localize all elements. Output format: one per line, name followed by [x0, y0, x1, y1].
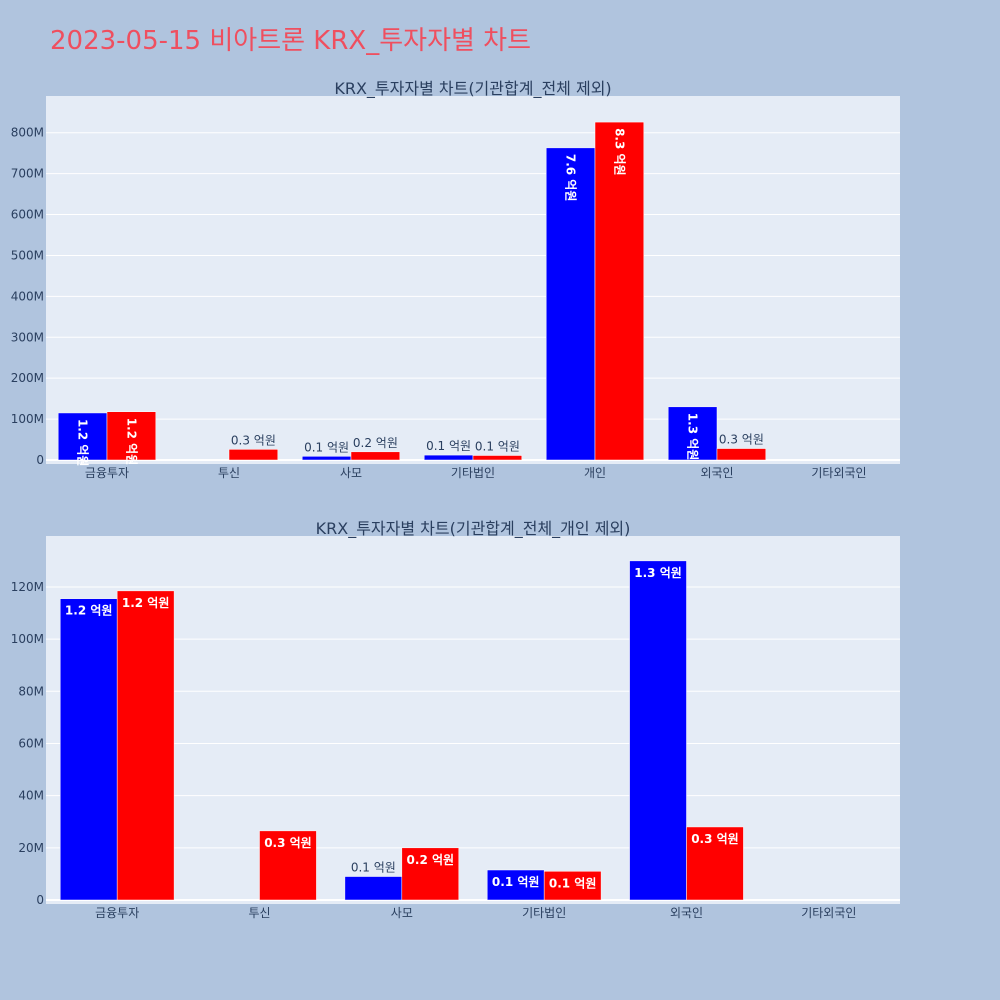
- bar-label: 8.3 억원: [612, 128, 626, 176]
- bar: [472, 455, 523, 461]
- x-tick-label: 기타법인: [451, 466, 495, 480]
- y-tick-label: 100M: [11, 632, 44, 646]
- chart-1: KRX_투자자별 차트(기관합계_전체 제외) 0 100M 200M 300M 400M…: [11, 79, 900, 480]
- bar: [401, 847, 460, 901]
- bar: [543, 871, 602, 901]
- bar: [716, 448, 767, 461]
- y-tick-label: 0: [36, 453, 44, 467]
- bar-label: 0.3 억원: [231, 433, 276, 447]
- y-tick-label: 500M: [11, 248, 44, 262]
- bar-label: 0.3 억원: [691, 832, 739, 846]
- x-tick-label: 개인: [584, 466, 606, 480]
- plot-area: [46, 96, 900, 464]
- page-title: 2023-05-15 비아트론 KRX_투자자별 차트: [50, 26, 531, 56]
- y-tick-label: 300M: [11, 330, 44, 344]
- bar: [594, 121, 645, 461]
- bar-label: 1.3 억원: [686, 413, 700, 461]
- y-tick-label: 20M: [18, 841, 44, 855]
- bar-label: 0.2 억원: [353, 436, 398, 450]
- bar-label: 1.2 억원: [65, 604, 113, 618]
- bar-label: 0.1 억원: [304, 440, 349, 454]
- x-tick-label: 기타법인: [522, 906, 566, 920]
- y-tick-label: 40M: [18, 789, 44, 803]
- bar: [116, 590, 175, 901]
- bar: [545, 147, 596, 461]
- chart-title: KRX_투자자별 차트(기관합계_전체 제외): [334, 79, 611, 99]
- chart-2: KRX_투자자별 차트(기관합계_전체_개인 제외) 0 20M 40M 60M 80M 1…: [11, 519, 900, 920]
- x-tick-label: 기타외국인: [801, 906, 856, 920]
- x-tick-label: 외국인: [670, 906, 703, 920]
- bar: [629, 560, 687, 901]
- bar-label: 0.1 억원: [426, 439, 471, 453]
- y-tick-label: 200M: [11, 371, 44, 385]
- bar: [301, 456, 352, 461]
- bar: [686, 826, 744, 901]
- x-tick-label: 사모: [340, 466, 362, 480]
- bar: [667, 406, 718, 461]
- bar: [486, 869, 545, 901]
- bar: [350, 451, 401, 461]
- bar-label: 0.1 억원: [492, 875, 540, 889]
- bar-label: 1.3 억원: [634, 566, 682, 580]
- y-tick-label: 600M: [11, 208, 44, 222]
- x-tick-label: 투신: [248, 906, 270, 920]
- bar-label: 1.2 억원: [124, 418, 138, 466]
- bar: [259, 830, 317, 901]
- y-tick-label: 120M: [11, 580, 44, 594]
- y-tick-label: 700M: [11, 167, 44, 181]
- bar-label: 0.2 억원: [407, 853, 455, 867]
- bar-label: 0.1 억원: [351, 861, 396, 875]
- x-tick-label: 사모: [391, 906, 413, 920]
- y-tick-label: 800M: [11, 126, 44, 140]
- bar-label: 1.2 억원: [122, 596, 170, 610]
- x-tick-label: 금융투자: [85, 466, 129, 480]
- x-tick-label: 기타외국인: [811, 466, 866, 480]
- bar: [344, 876, 403, 901]
- bar-label: 0.1 억원: [475, 440, 520, 454]
- y-tick-label: 80M: [18, 684, 44, 698]
- y-tick-label: 100M: [11, 412, 44, 426]
- chart-title: KRX_투자자별 차트(기관합계_전체_개인 제외): [316, 519, 631, 539]
- bar-label: 7.6 억원: [564, 154, 578, 202]
- bar-label: 0.3 억원: [719, 433, 764, 447]
- bar-label: 0.3 억원: [264, 836, 312, 850]
- bar-label: 1.2 억원: [76, 419, 90, 467]
- y-tick-label: 60M: [18, 736, 44, 750]
- x-tick-label: 외국인: [700, 466, 733, 480]
- bar: [106, 411, 157, 461]
- bar: [59, 598, 118, 901]
- bar-label: 0.1 억원: [549, 876, 597, 890]
- y-tick-label: 0: [36, 893, 44, 907]
- x-tick-label: 금융투자: [95, 906, 139, 920]
- y-tick-label: 400M: [11, 289, 44, 303]
- plot-area: [46, 536, 900, 904]
- x-tick-label: 투신: [218, 466, 240, 480]
- bar: [423, 454, 474, 461]
- bar: [228, 449, 279, 461]
